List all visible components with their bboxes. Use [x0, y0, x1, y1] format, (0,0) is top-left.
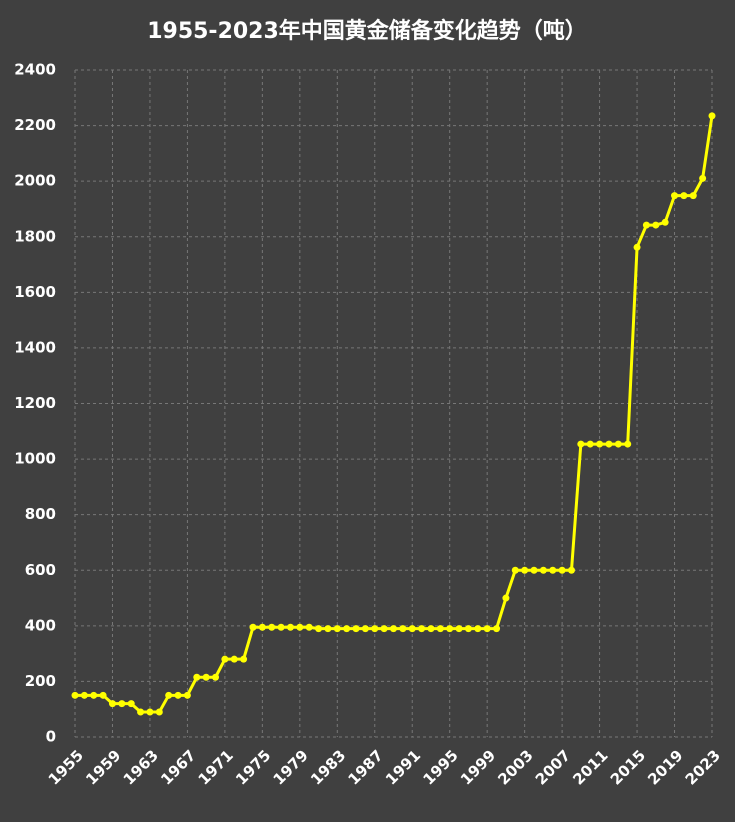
- data-point: [436, 625, 444, 633]
- data-point: [146, 708, 154, 716]
- data-point: [642, 221, 650, 229]
- data-point: [671, 192, 679, 200]
- data-point: [324, 625, 332, 633]
- data-point: [408, 625, 416, 633]
- data-point: [371, 625, 379, 633]
- y-tick-label: 1200: [14, 394, 56, 412]
- data-point: [567, 566, 575, 574]
- data-point: [502, 594, 510, 602]
- data-point: [390, 625, 397, 633]
- y-tick-label: 2200: [14, 116, 56, 134]
- data-point: [474, 625, 482, 633]
- data-point: [652, 221, 660, 229]
- data-point: [521, 566, 529, 574]
- data-point: [464, 625, 472, 633]
- data-point: [483, 625, 491, 633]
- y-tick-label: 1000: [14, 450, 56, 468]
- data-point: [446, 625, 454, 633]
- chart-title: 1955-2023年中国黄金储备变化趋势（吨）: [147, 18, 587, 44]
- data-point: [558, 566, 566, 574]
- data-point: [511, 566, 519, 574]
- data-point: [90, 691, 98, 699]
- y-tick-label: 200: [25, 672, 56, 690]
- data-point: [493, 625, 501, 633]
- data-point: [108, 700, 116, 708]
- y-tick-label: 600: [25, 561, 56, 579]
- data-point: [99, 691, 107, 699]
- data-point: [221, 655, 229, 663]
- data-point: [333, 625, 341, 633]
- data-point: [71, 691, 79, 699]
- y-tick-label: 0: [46, 728, 56, 746]
- data-point: [586, 440, 594, 448]
- y-tick-label: 800: [25, 505, 56, 523]
- data-point: [699, 174, 707, 182]
- data-point: [427, 625, 435, 633]
- y-tick-label: 2000: [14, 172, 56, 190]
- data-point: [361, 625, 369, 633]
- data-point: [680, 192, 688, 200]
- data-point: [277, 623, 285, 631]
- y-tick-label: 1600: [14, 283, 56, 301]
- data-point: [539, 566, 547, 574]
- data-point: [155, 708, 163, 716]
- data-point: [633, 243, 641, 251]
- data-point: [174, 691, 182, 699]
- data-point: [212, 673, 220, 681]
- data-point: [240, 655, 248, 663]
- data-point: [352, 625, 360, 633]
- data-point: [315, 625, 323, 633]
- data-point: [614, 440, 622, 448]
- data-point: [530, 566, 538, 574]
- data-point: [689, 192, 697, 200]
- data-point: [380, 625, 388, 633]
- data-point: [118, 700, 126, 708]
- data-point: [286, 623, 294, 631]
- data-point: [202, 673, 210, 681]
- y-tick-label: 1400: [14, 338, 56, 356]
- data-point: [183, 691, 191, 699]
- data-point: [418, 625, 426, 633]
- data-point: [165, 691, 173, 699]
- data-point: [661, 218, 669, 226]
- data-point: [296, 623, 304, 631]
- data-point: [230, 655, 238, 663]
- y-tick-label: 2400: [14, 61, 56, 79]
- data-point: [193, 673, 201, 681]
- data-point: [80, 691, 88, 699]
- data-point: [624, 440, 632, 448]
- data-point: [577, 440, 585, 448]
- data-point: [455, 625, 463, 633]
- data-point: [268, 623, 276, 631]
- data-point: [605, 440, 613, 448]
- y-tick-label: 400: [25, 616, 56, 634]
- data-point: [708, 112, 716, 120]
- data-point: [137, 708, 145, 716]
- data-point: [249, 623, 257, 631]
- data-point: [343, 625, 351, 633]
- data-point: [596, 440, 604, 448]
- data-point: [258, 623, 266, 631]
- y-tick-label: 1800: [14, 227, 56, 245]
- data-point: [549, 566, 557, 574]
- data-point: [127, 700, 135, 708]
- data-point: [305, 623, 313, 631]
- data-point: [399, 625, 407, 633]
